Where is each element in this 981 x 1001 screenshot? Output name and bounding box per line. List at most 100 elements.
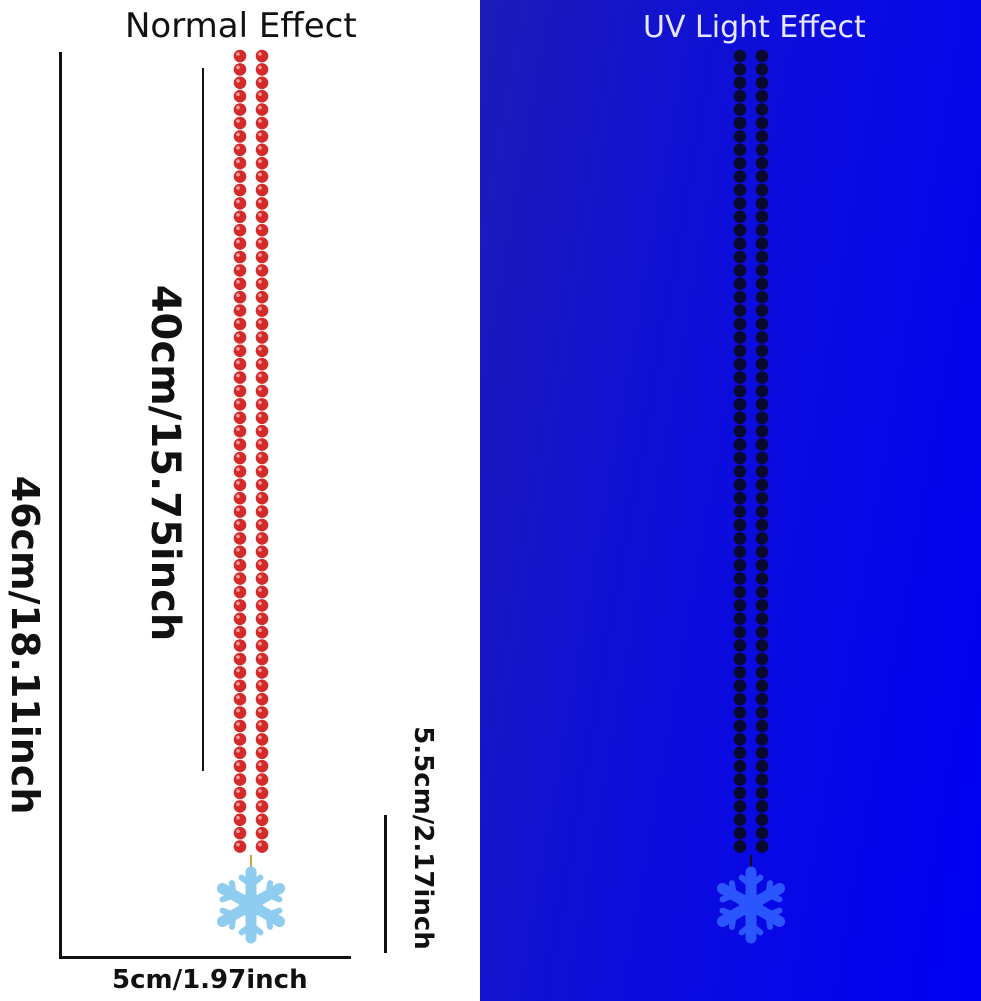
normal-necklace-bead-highlight <box>236 65 240 70</box>
normal-necklace-bead-highlight <box>258 534 262 539</box>
width-line <box>59 956 351 959</box>
normal-necklace-bead-highlight <box>236 829 240 833</box>
normal-necklace-bead <box>255 317 269 331</box>
uv-necklace-bead <box>733 585 747 599</box>
normal-necklace-bead-highlight <box>236 280 240 284</box>
normal-necklace-bead-highlight <box>258 280 262 284</box>
uv-necklace-snowflake-branch <box>728 880 737 898</box>
normal-necklace-bead <box>233 652 247 666</box>
normal-necklace-bead-highlight <box>236 615 240 619</box>
normal-necklace-bead <box>255 759 269 773</box>
normal-necklace-snowflake-branch <box>265 892 283 903</box>
normal-necklace-bead-highlight <box>258 548 262 552</box>
normal-necklace-bead-highlight <box>236 708 240 713</box>
normal-necklace-bead-highlight <box>236 588 240 592</box>
uv-necklace-bead <box>733 116 747 130</box>
normal-necklace-bead <box>233 156 247 170</box>
normal-necklace-bead-highlight <box>236 749 240 753</box>
normal-necklace-bead-highlight <box>258 735 262 740</box>
uv-necklace-bead <box>733 800 747 813</box>
uv-necklace-bead <box>755 800 769 813</box>
normal-necklace-bead <box>233 223 247 237</box>
normal-necklace-bead-highlight <box>258 668 262 673</box>
normal-necklace-bead-highlight <box>258 266 262 271</box>
normal-necklace-bead <box>255 719 269 733</box>
uv-necklace-bead <box>733 250 747 264</box>
normal-necklace-bead-highlight <box>236 159 240 163</box>
normal-necklace-bead <box>255 290 269 304</box>
normal-necklace-bead-highlight <box>258 253 262 257</box>
normal-effect-title: Normal Effect <box>125 6 357 46</box>
uv-necklace-bead <box>733 183 747 197</box>
normal-necklace-bead-highlight <box>236 628 240 632</box>
uv-necklace-bead <box>755 733 769 746</box>
normal-necklace-bead <box>255 545 269 559</box>
normal-necklace-bead <box>233 679 247 693</box>
normal-necklace-bead <box>255 237 269 250</box>
uv-necklace-bead <box>733 143 747 157</box>
normal-necklace-bead-highlight <box>258 360 262 365</box>
uv-necklace-bead <box>755 250 769 264</box>
uv-necklace-snowflake-branch <box>765 892 783 903</box>
normal-necklace-bead <box>255 666 269 679</box>
normal-necklace-snowflake-branch <box>248 874 264 888</box>
uv-necklace-bead <box>733 89 747 103</box>
uv-necklace-bead <box>733 344 747 358</box>
uv-necklace-bead <box>755 290 769 304</box>
normal-necklace-bead-highlight <box>258 92 262 96</box>
normal-necklace-bead-highlight <box>258 387 262 391</box>
normal-necklace-bead <box>255 170 269 183</box>
normal-necklace-bead-highlight <box>258 199 262 204</box>
normal-necklace-bead-highlight <box>236 387 240 391</box>
normal-necklace-bead-highlight <box>236 467 240 472</box>
normal-necklace-bead <box>233 76 247 90</box>
normal-necklace-bead <box>233 143 247 157</box>
uv-necklace-bead <box>733 719 747 733</box>
normal-necklace-bead <box>233 398 247 411</box>
normal-necklace-bead-highlight <box>236 293 240 298</box>
uv-necklace-snowflake-branch <box>765 912 774 930</box>
normal-necklace-bead-highlight <box>258 561 262 565</box>
normal-necklace-bead-highlight <box>236 347 240 351</box>
normal-necklace-bead <box>233 438 247 451</box>
normal-necklace-bead-highlight <box>258 159 262 163</box>
normal-necklace-snowflake-branch <box>265 912 274 930</box>
normal-necklace-bead <box>255 746 269 760</box>
normal-necklace-bead <box>255 116 269 130</box>
normal-necklace-bead <box>233 491 247 505</box>
normal-necklace-bead <box>233 773 247 786</box>
uv-necklace-bead <box>733 264 747 277</box>
uv-necklace-bead <box>733 759 747 773</box>
normal-necklace-bead-highlight <box>258 226 262 230</box>
normal-necklace-bead-highlight <box>236 414 240 418</box>
normal-necklace-bead-highlight <box>258 105 262 110</box>
normal-necklace-bead-highlight <box>258 333 262 338</box>
uv-necklace-bead <box>733 599 747 612</box>
normal-necklace-bead <box>233 666 247 679</box>
uv-necklace-bead <box>755 344 769 358</box>
uv-necklace-bead <box>755 210 769 224</box>
normal-necklace-bead <box>255 813 269 827</box>
normal-necklace-bead-highlight <box>258 722 262 726</box>
uv-necklace-bead <box>733 733 747 746</box>
uv-necklace-bead <box>733 465 747 478</box>
normal-necklace-bead-highlight <box>258 816 262 820</box>
normal-necklace-bead <box>233 719 247 733</box>
normal-necklace-bead <box>233 786 247 800</box>
uv-necklace-bead <box>755 666 769 679</box>
normal-necklace-snowflake-center <box>239 893 263 917</box>
normal-necklace-bead <box>255 612 269 626</box>
normal-necklace-bead <box>255 76 269 90</box>
uv-necklace-bead <box>755 411 769 425</box>
normal-necklace-bead <box>255 451 269 465</box>
uv-necklace-bead <box>733 692 747 706</box>
normal-necklace-bead-highlight <box>236 400 240 405</box>
uv-necklace-bead <box>733 505 747 518</box>
uv-necklace-bead <box>755 465 769 478</box>
uv-necklace-bead <box>755 478 769 492</box>
normal-necklace-bead <box>233 451 247 465</box>
uv-necklace-bead <box>755 130 769 143</box>
normal-necklace-bead <box>255 183 269 197</box>
uv-necklace-bead <box>755 625 769 639</box>
